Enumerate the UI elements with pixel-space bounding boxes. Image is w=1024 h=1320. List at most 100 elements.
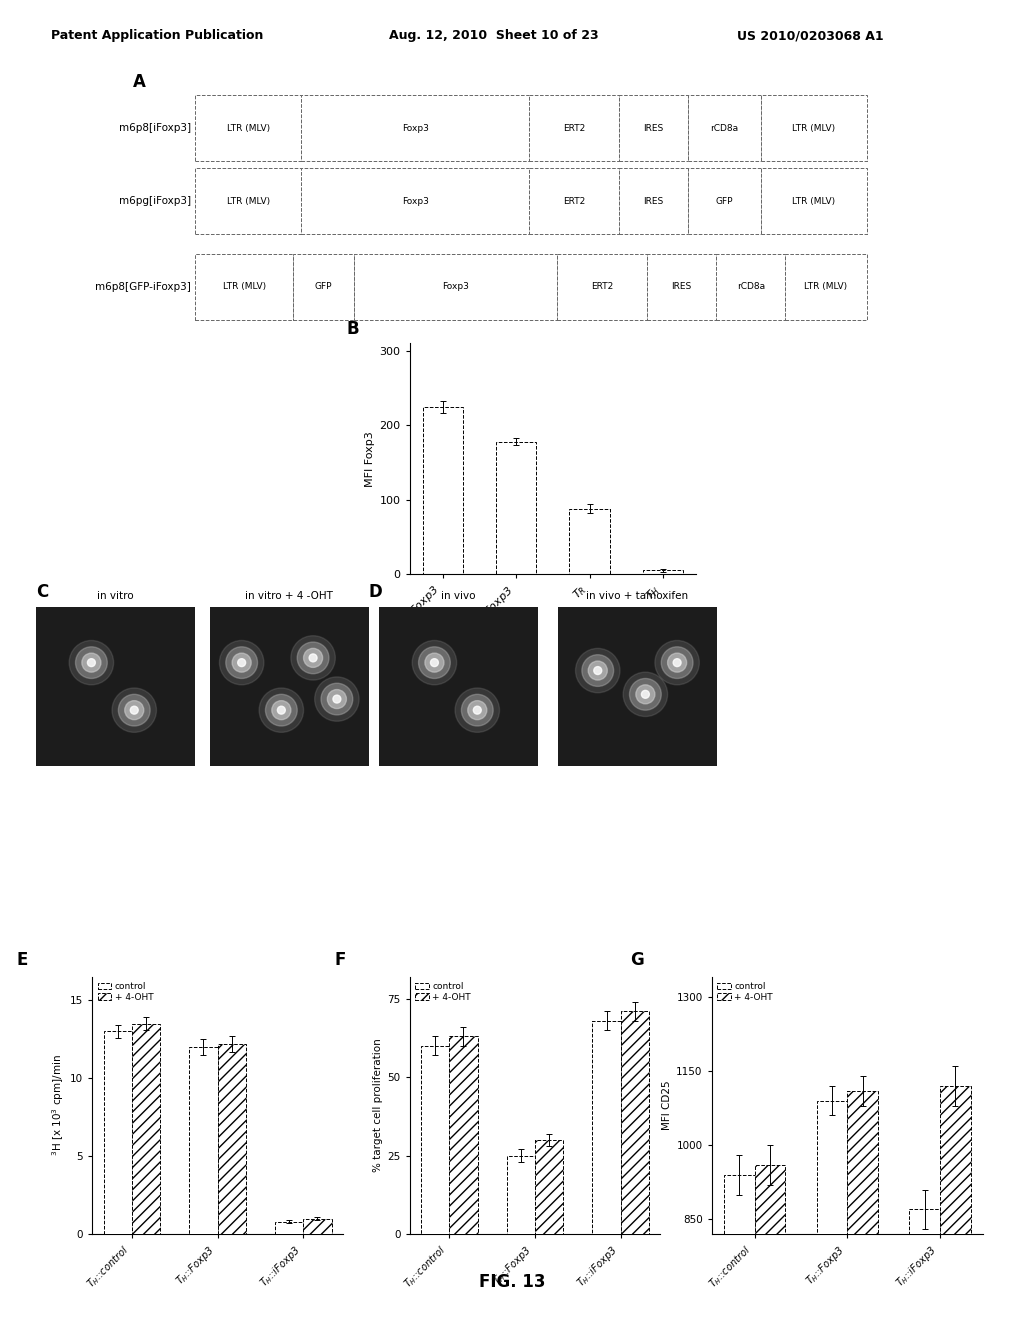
Circle shape [594,667,602,675]
Text: rCD8a: rCD8a [736,282,765,292]
Bar [496,442,537,574]
Circle shape [655,640,699,685]
Circle shape [297,642,329,673]
Text: IRES: IRES [672,282,692,292]
Bar [569,508,610,574]
Bar [643,570,683,574]
Bar [507,1156,536,1234]
Text: LTR (MLV): LTR (MLV) [805,282,848,292]
FancyBboxPatch shape [785,253,866,319]
Bar [535,1140,563,1234]
Circle shape [333,696,341,704]
Text: ERT2: ERT2 [562,197,585,206]
Text: D: D [369,583,382,602]
Text: FIG. 13: FIG. 13 [479,1272,545,1291]
Circle shape [232,653,251,672]
Text: Foxp3: Foxp3 [401,197,428,206]
Circle shape [119,694,151,726]
Bar [817,1101,847,1320]
Text: US 2010/0203068 A1: US 2010/0203068 A1 [737,29,884,42]
Circle shape [76,647,108,678]
Circle shape [278,706,286,714]
FancyBboxPatch shape [529,95,618,161]
Circle shape [219,640,264,685]
Text: Aug. 12, 2010  Sheet 10 of 23: Aug. 12, 2010 Sheet 10 of 23 [389,29,599,42]
Text: m6p8[iFoxp3]: m6p8[iFoxp3] [119,123,190,133]
Circle shape [87,659,95,667]
Circle shape [630,678,662,710]
Circle shape [575,648,620,693]
Circle shape [462,694,494,726]
Circle shape [130,706,138,714]
Text: LTR (MLV): LTR (MLV) [226,124,270,132]
Text: in vitro + 4 -OHT: in vitro + 4 -OHT [246,591,333,601]
Text: GFP: GFP [716,197,733,206]
Text: m6pg[iFoxp3]: m6pg[iFoxp3] [119,197,190,206]
Text: ERT2: ERT2 [562,124,585,132]
Circle shape [425,653,444,672]
Circle shape [271,701,291,719]
Text: Foxp3: Foxp3 [442,282,469,292]
FancyBboxPatch shape [618,95,688,161]
Bar [593,1020,621,1234]
Circle shape [582,655,613,686]
Text: ERT2: ERT2 [591,282,613,292]
Circle shape [112,688,157,733]
FancyBboxPatch shape [196,169,301,234]
Text: m6p8[GFP-iFoxp3]: m6p8[GFP-iFoxp3] [95,281,190,292]
Bar [275,1222,303,1234]
Y-axis label: % target cell proliferation: % target cell proliferation [373,1039,383,1172]
Circle shape [125,701,143,719]
Text: GFP: GFP [314,282,333,292]
FancyBboxPatch shape [529,169,618,234]
Text: G: G [630,950,644,969]
Bar [909,1209,940,1320]
Text: E: E [17,950,29,969]
Circle shape [291,636,335,680]
Bar [103,1031,132,1234]
Bar [423,407,463,574]
Circle shape [588,661,607,680]
FancyBboxPatch shape [688,169,761,234]
Y-axis label: $^3$H [x 10$^3$ cpm]/min: $^3$H [x 10$^3$ cpm]/min [50,1055,66,1156]
Circle shape [636,685,655,704]
Circle shape [413,640,457,685]
Text: IRES: IRES [643,124,664,132]
FancyBboxPatch shape [557,253,647,319]
Circle shape [641,690,649,698]
FancyBboxPatch shape [716,253,785,319]
FancyBboxPatch shape [301,95,529,161]
Bar [132,1023,160,1234]
Text: A: A [133,73,146,91]
Legend: control, + 4-OHT: control, + 4-OHT [96,981,155,1002]
Text: Foxp3: Foxp3 [401,124,428,132]
Text: Patent Application Publication: Patent Application Publication [51,29,263,42]
Circle shape [225,647,258,678]
Text: F: F [334,950,346,969]
Text: in vitro: in vitro [97,591,133,601]
Circle shape [624,672,668,717]
Bar [621,1011,649,1234]
Legend: control, + 4-OHT: control, + 4-OHT [414,981,472,1002]
Bar [450,1036,477,1234]
Text: rCD8a: rCD8a [711,124,738,132]
Text: C: C [36,583,48,602]
Text: in vivo: in vivo [441,591,475,601]
Circle shape [328,689,346,709]
FancyBboxPatch shape [761,169,866,234]
FancyBboxPatch shape [618,169,688,234]
Legend: control, + 4-OHT: control, + 4-OHT [716,981,774,1002]
Circle shape [303,648,323,668]
Bar [755,1166,785,1320]
Bar [189,1047,217,1234]
Text: B: B [346,321,359,338]
Bar [724,1175,755,1320]
FancyBboxPatch shape [293,253,354,319]
Circle shape [238,659,246,667]
Circle shape [430,659,438,667]
FancyBboxPatch shape [647,253,716,319]
Circle shape [82,653,101,672]
FancyBboxPatch shape [761,95,866,161]
Text: LTR (MLV): LTR (MLV) [222,282,266,292]
Circle shape [265,694,297,726]
